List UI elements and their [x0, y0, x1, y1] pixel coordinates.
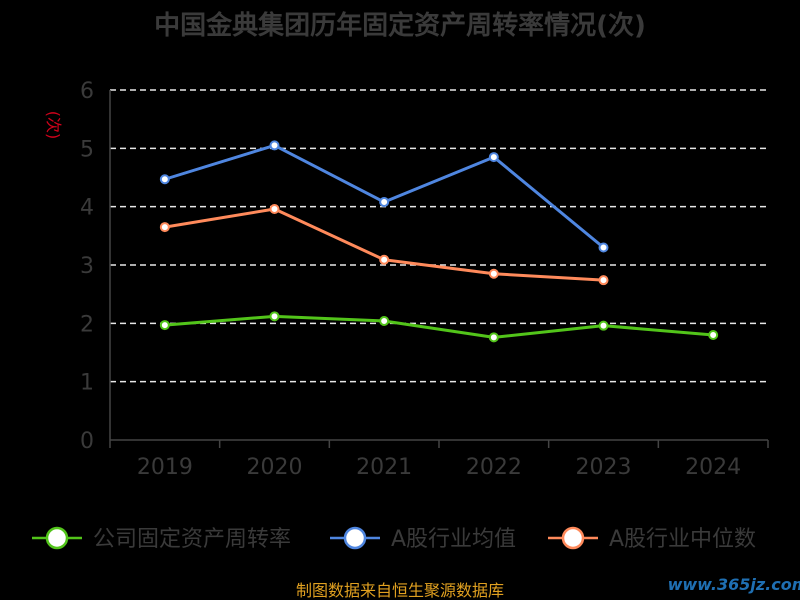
x-tick-label: 2020: [247, 455, 303, 480]
series-line-0: [164, 314, 714, 339]
series-lines: [159, 140, 719, 343]
data-point-s1-2020[interactable]: [269, 140, 280, 151]
legend-label: 公司固定资产周转率: [93, 527, 291, 552]
legend-label: A股行业均值: [391, 527, 516, 552]
data-point-s2-2023[interactable]: [598, 275, 609, 286]
watermark: www.365jz.com: [668, 575, 800, 594]
legend-marker: [343, 526, 367, 550]
chart-title: 中国金典集团历年固定资产周转率情况(次): [154, 10, 646, 41]
y-tick-label: 5: [80, 137, 94, 162]
y-tick-label: 0: [80, 429, 94, 454]
data-point-s1-2023[interactable]: [598, 242, 609, 253]
data-point-s2-2020[interactable]: [269, 204, 280, 214]
y-tick-label: 2: [80, 312, 94, 337]
x-tick-label: 2024: [685, 455, 741, 480]
data-point-s0-2021[interactable]: [379, 316, 390, 326]
data-point-s0-2020[interactable]: [269, 311, 280, 322]
y-tick-label: 1: [80, 371, 94, 396]
data-point-s0-2022[interactable]: [488, 332, 499, 343]
series-line-2: [164, 207, 604, 282]
data-point-s2-2021[interactable]: [379, 254, 390, 265]
y-axis-unit: (次): [44, 111, 63, 140]
data-point-s0-2023[interactable]: [598, 320, 609, 331]
data-point-s1-2019[interactable]: [159, 174, 170, 185]
legend-label: A股行业中位数: [609, 527, 756, 552]
y-tick-label: 4: [80, 196, 94, 221]
legend-item-0[interactable]: 公司固定资产周转率: [32, 526, 291, 552]
data-point-s1-2022[interactable]: [488, 152, 499, 163]
x-tick-label: 2022: [466, 455, 522, 480]
axes: 0 1 2 3 4 5 6 2019 2020 2021 2022 2023 2024: [80, 79, 769, 480]
y-tick-label: 6: [80, 79, 94, 104]
x-tick-label: 2021: [356, 455, 412, 480]
legend-marker: [561, 526, 585, 550]
series-line-1: [164, 143, 605, 249]
legend[interactable]: 公司固定资产周转率 A股行业均值 A股行业中位数: [32, 526, 756, 552]
grid-lines: [110, 89, 768, 383]
legend-marker: [45, 526, 69, 550]
data-point-s1-2021[interactable]: [379, 197, 390, 207]
source-note: 制图数据来自恒生聚源数据库: [296, 581, 504, 600]
legend-item-2[interactable]: A股行业中位数: [548, 526, 756, 552]
y-tick-label: 3: [80, 254, 94, 279]
x-tick-label: 2023: [576, 455, 632, 480]
data-point-s0-2019[interactable]: [159, 320, 170, 331]
data-point-s2-2022[interactable]: [488, 268, 499, 279]
legend-item-1[interactable]: A股行业均值: [330, 526, 516, 552]
data-point-s2-2019[interactable]: [159, 222, 170, 233]
x-tick-label: 2019: [137, 455, 193, 480]
data-point-s0-2024[interactable]: [708, 330, 719, 340]
